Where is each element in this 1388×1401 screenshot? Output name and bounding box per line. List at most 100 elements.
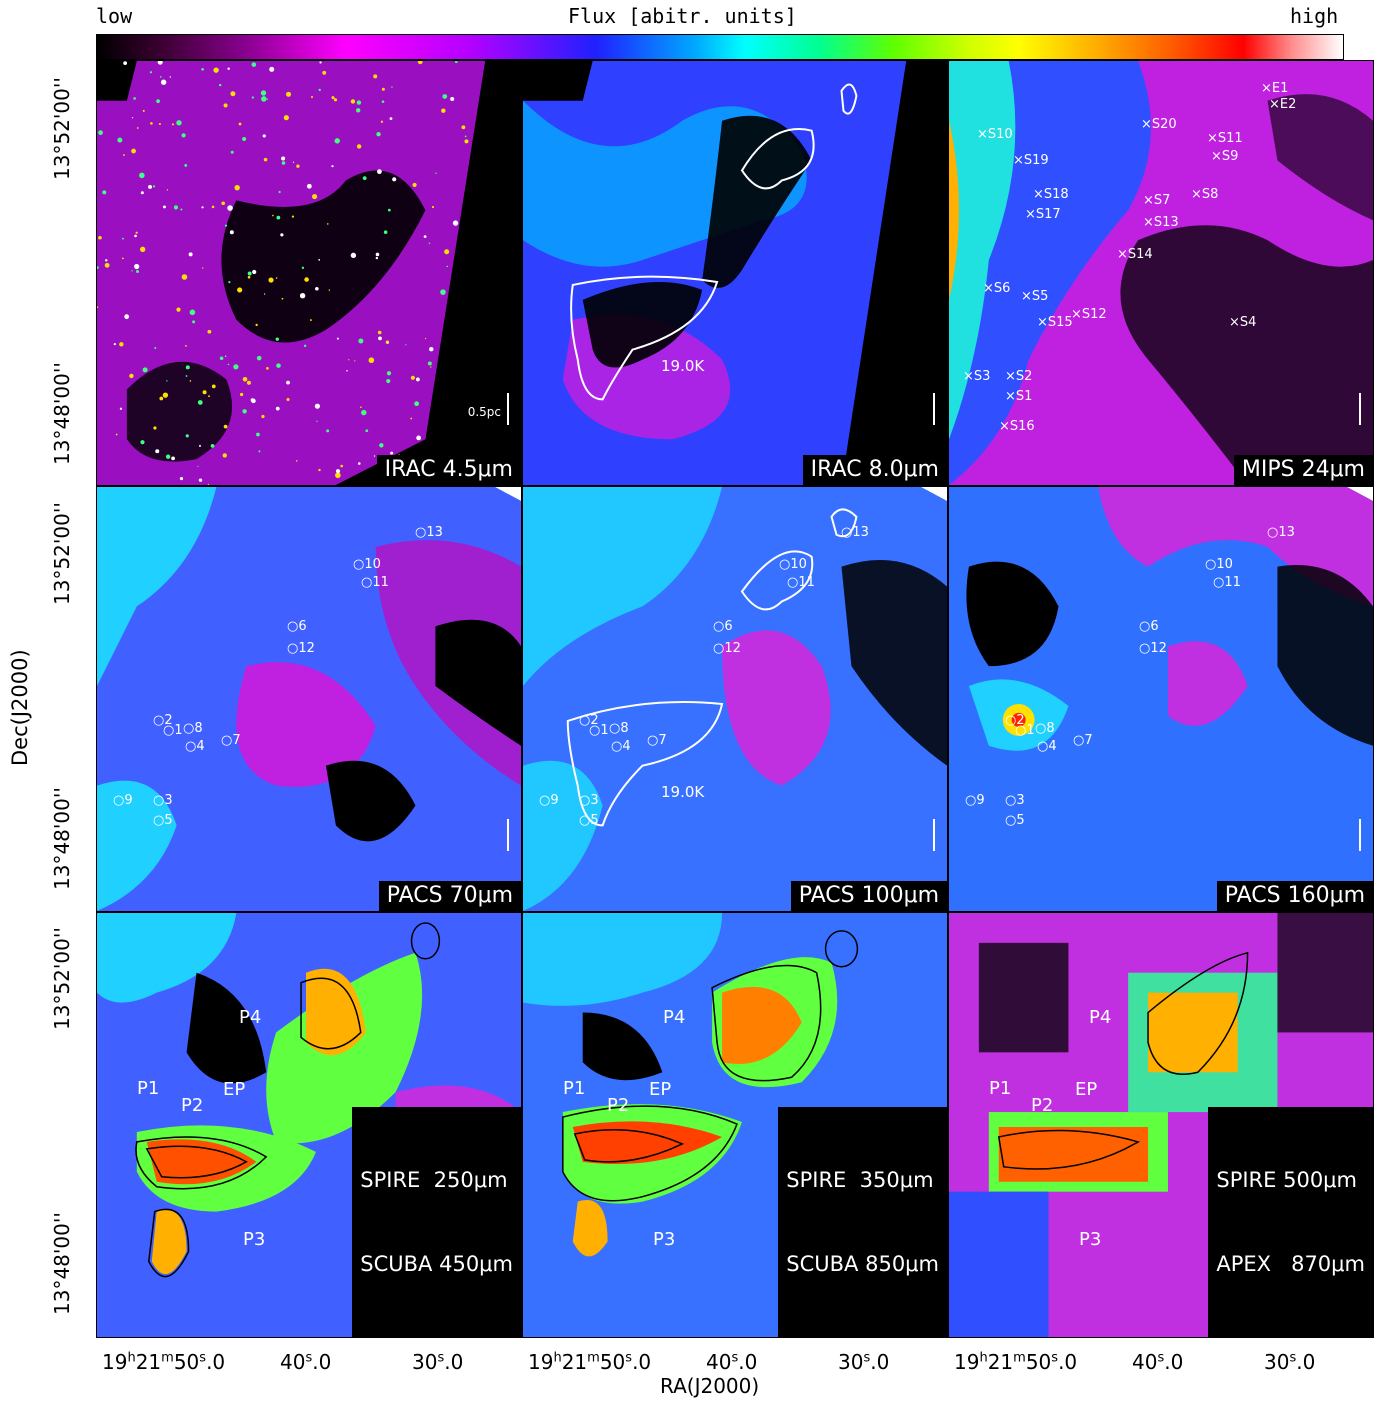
- star-point: [242, 409, 247, 414]
- star-point: [429, 347, 434, 352]
- star-point: [156, 99, 160, 104]
- source-marker-9: ○9: [113, 793, 133, 808]
- star-point: [346, 369, 348, 372]
- star-point: [386, 378, 391, 384]
- colorbar-low-label: low: [96, 4, 133, 28]
- star-point: [428, 242, 431, 244]
- xtick-30-0: 30s.0: [412, 1350, 464, 1374]
- star-point: [316, 420, 318, 422]
- star-point: [189, 309, 196, 316]
- star-point: [238, 122, 242, 126]
- source-marker-3: ○3: [153, 793, 173, 808]
- star-point: [303, 344, 307, 348]
- star-point: [181, 133, 186, 138]
- star-point: [424, 337, 427, 340]
- source-marker-s16: ×S16: [999, 419, 1035, 434]
- star-point: [331, 165, 334, 168]
- star-point: [135, 231, 138, 234]
- star-point: [223, 103, 228, 108]
- peak-label-p2: P2: [607, 1095, 630, 1116]
- source-marker-s5: ×S5: [1021, 289, 1049, 304]
- star-point: [314, 403, 320, 409]
- source-marker-9: ○9: [539, 793, 559, 808]
- star-point: [281, 297, 284, 300]
- star-point: [356, 100, 362, 105]
- scale-bar: [507, 819, 509, 851]
- source-marker-s10: ×S10: [977, 127, 1013, 142]
- star-point: [319, 61, 322, 64]
- star-point: [121, 257, 124, 260]
- star-point: [276, 215, 281, 220]
- star-point: [228, 281, 231, 284]
- star-point: [286, 91, 292, 97]
- star-point: [296, 164, 300, 168]
- source-marker-4: ○4: [611, 739, 631, 754]
- star-point: [318, 88, 321, 92]
- ytick-top-1: 13°52'00'': [50, 77, 74, 180]
- source-marker-3: ○3: [1005, 793, 1025, 808]
- star-point: [392, 177, 397, 182]
- star-point: [133, 97, 136, 100]
- star-point: [387, 208, 391, 212]
- star-point: [360, 406, 362, 409]
- source-marker-s18: ×S18: [1033, 187, 1069, 202]
- star-point: [412, 182, 417, 188]
- star-point: [230, 150, 234, 154]
- peak-label-p3: P3: [1079, 1229, 1102, 1250]
- legend-line-2: APEX 870μm: [1216, 1252, 1365, 1276]
- star-point: [237, 287, 243, 293]
- xtick-50-0: 19h21m50s.0: [102, 1350, 226, 1374]
- star-point: [334, 138, 340, 144]
- source-marker-s9: ×S9: [1211, 149, 1239, 164]
- star-point: [450, 96, 455, 101]
- star-point: [123, 154, 125, 156]
- star-point: [280, 233, 284, 237]
- legend-line-2: SCUBA 450μm: [360, 1252, 513, 1276]
- star-point: [124, 314, 130, 320]
- star-point: [318, 258, 321, 261]
- star-point: [176, 307, 181, 312]
- star-point: [113, 342, 116, 346]
- star-point: [261, 96, 267, 102]
- star-point: [136, 269, 140, 273]
- star-point: [242, 376, 248, 382]
- peak-label-p1: P1: [989, 1078, 1012, 1099]
- irac-4-5-image: [97, 61, 486, 485]
- source-marker-12: ○12: [713, 641, 741, 656]
- ytick-bottom-2: 13°48'00'': [50, 787, 74, 890]
- star-point: [266, 98, 269, 100]
- star-point: [207, 483, 209, 485]
- star-point: [247, 271, 252, 276]
- star-point: [356, 144, 362, 149]
- legend-line-1: SPIRE 250μm: [360, 1168, 508, 1192]
- star-point: [269, 66, 275, 72]
- scale-bar: [1359, 819, 1361, 851]
- ytick-bottom-3: 13°48'00'': [50, 1212, 74, 1315]
- star-point: [306, 183, 312, 189]
- star-point: [165, 454, 171, 459]
- source-marker-12: ○12: [1139, 641, 1167, 656]
- source-marker-6: ○6: [1139, 619, 1159, 634]
- star-point: [386, 371, 392, 376]
- star-point: [202, 267, 204, 269]
- source-marker-4: ○4: [185, 739, 205, 754]
- star-point: [162, 205, 166, 209]
- star-point: [198, 444, 201, 447]
- source-marker-11: ○11: [1213, 575, 1241, 590]
- star-point: [318, 468, 321, 472]
- xtick-40-1: 40s.0: [706, 1350, 758, 1374]
- peak-label-p4: P4: [663, 1007, 686, 1028]
- source-marker-s13: ×S13: [1143, 215, 1179, 230]
- pacs-70-image: [97, 487, 521, 911]
- star-point: [222, 453, 227, 458]
- star-point: [207, 329, 212, 334]
- source-marker-s8: ×S8: [1191, 187, 1219, 202]
- spire-500-image: [949, 913, 1373, 1337]
- colorbar: [96, 34, 1344, 60]
- scale-bar: [933, 393, 935, 425]
- star-point: [261, 414, 265, 419]
- star-point: [136, 127, 139, 129]
- star-point: [283, 115, 289, 121]
- star-point: [276, 363, 281, 368]
- star-point: [263, 293, 266, 295]
